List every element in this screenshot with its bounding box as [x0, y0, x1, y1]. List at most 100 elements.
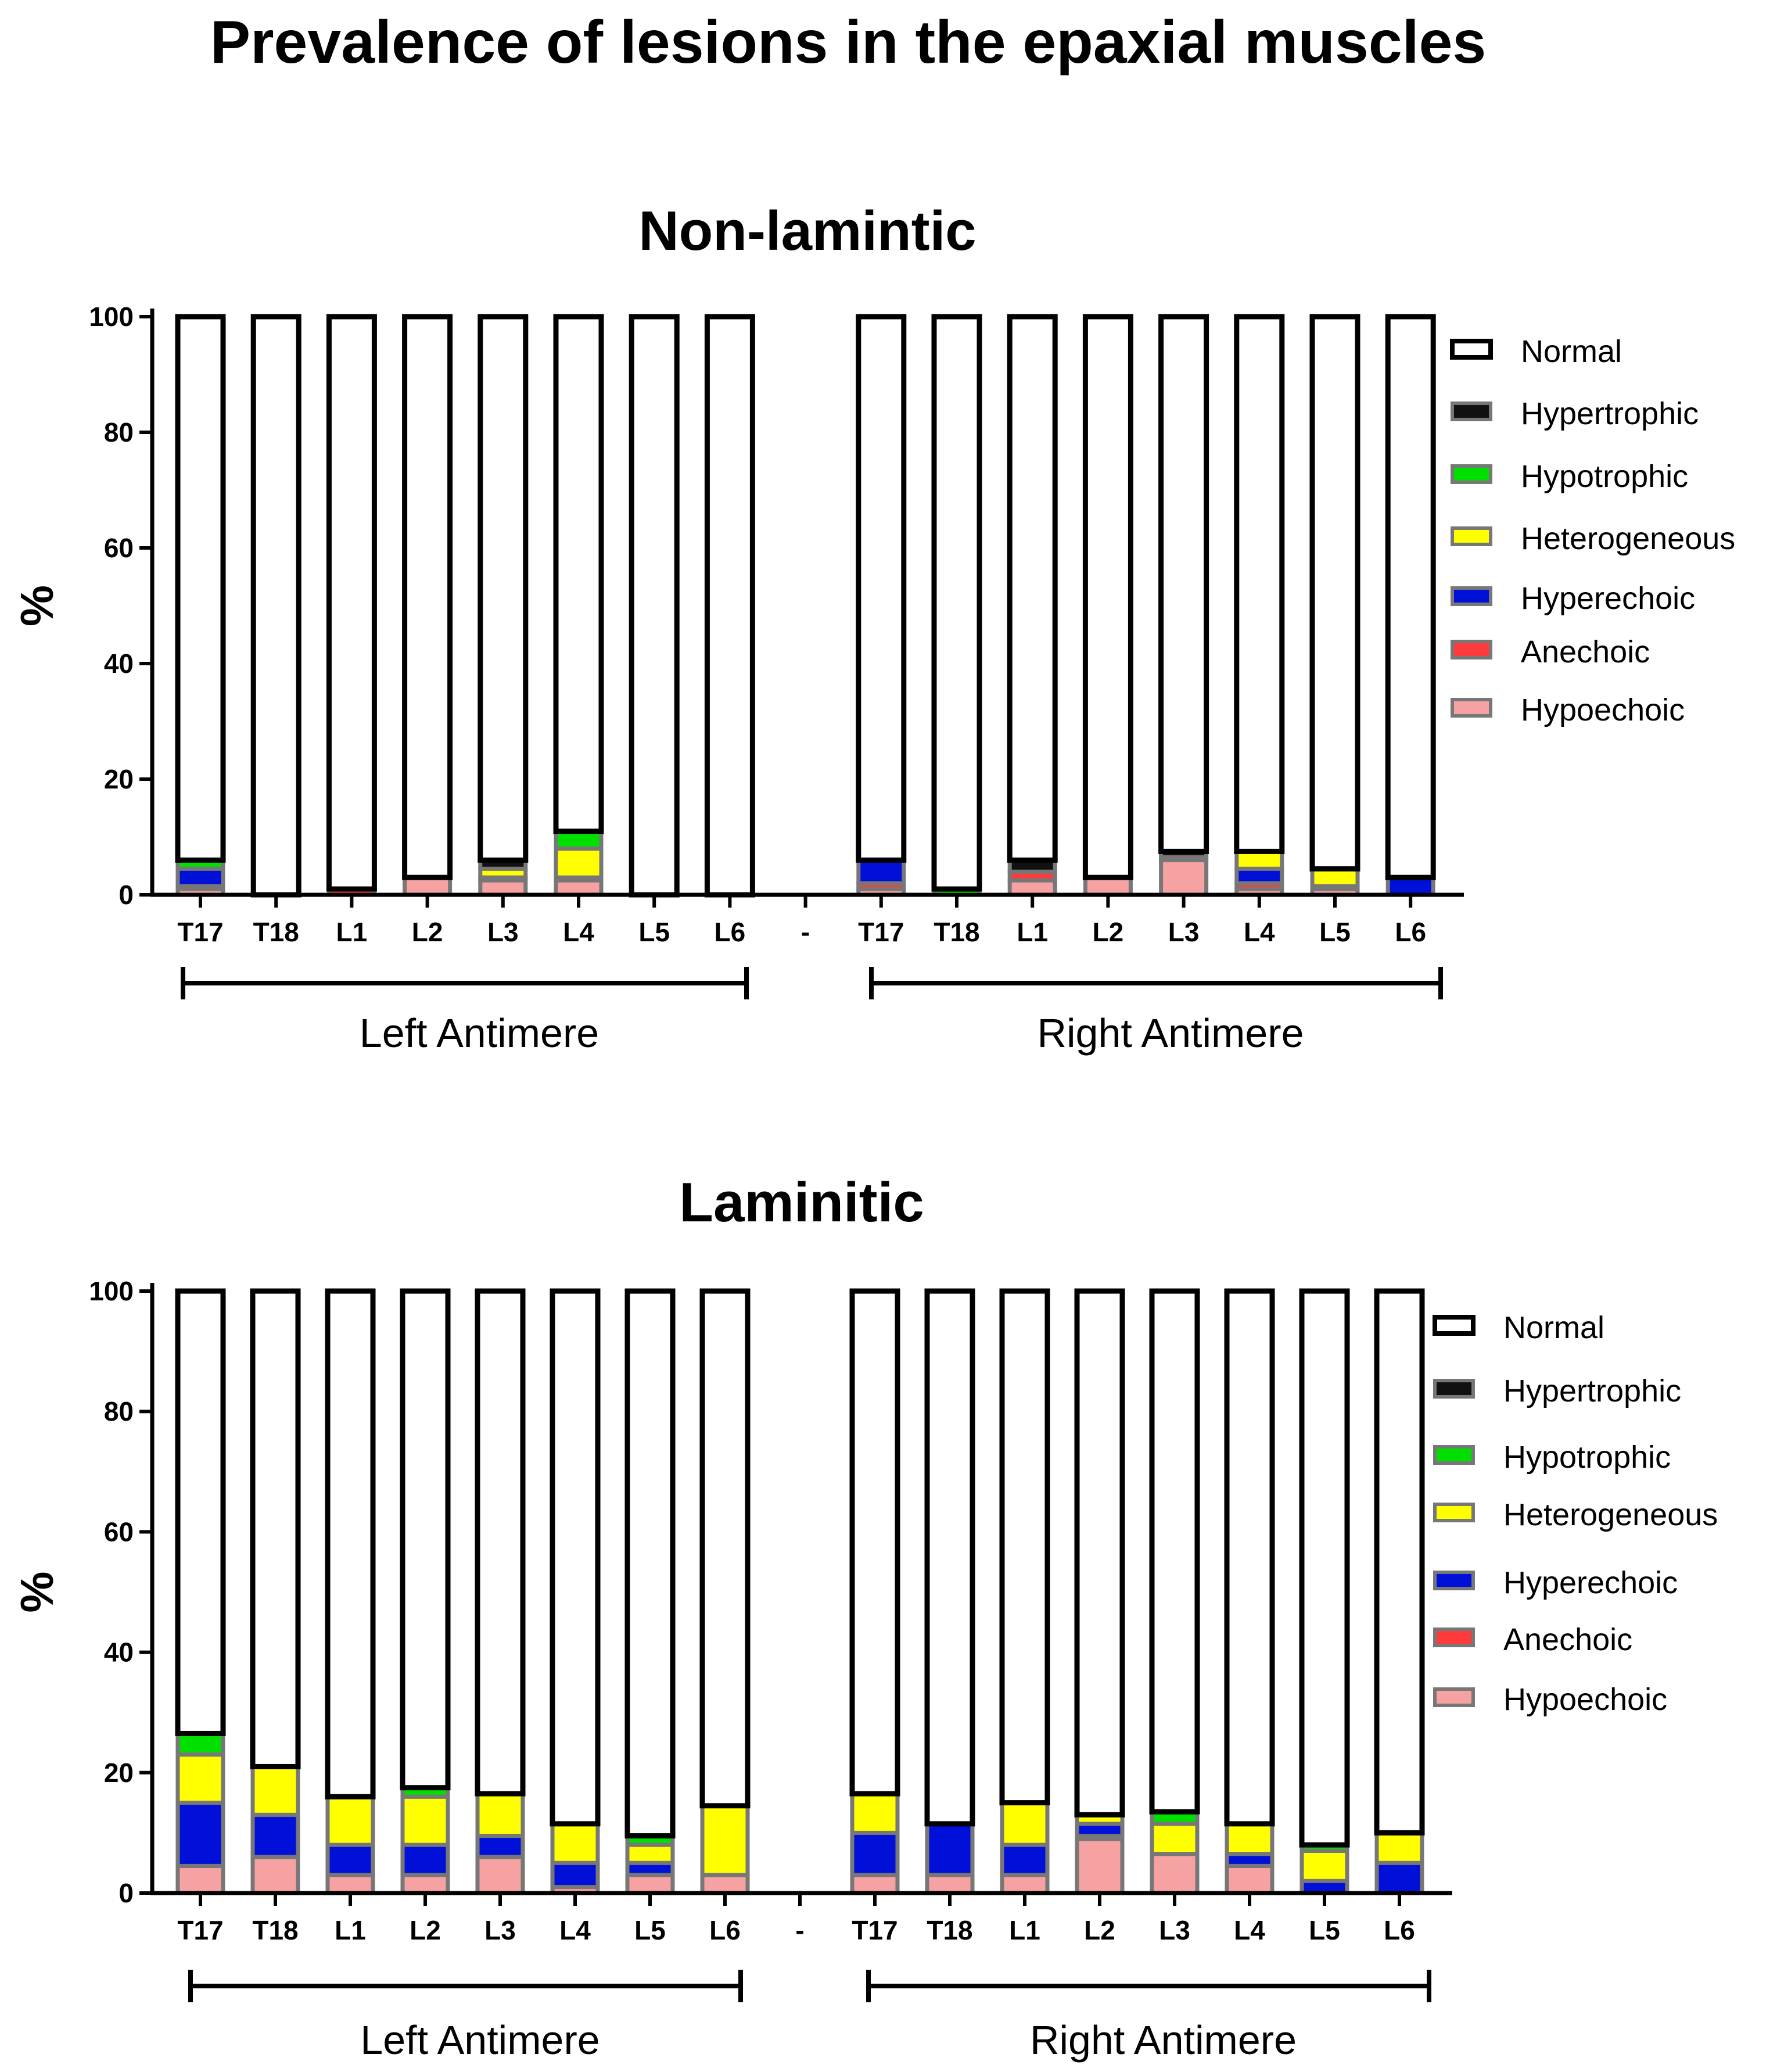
bar-segment-normal-l1 — [325, 1288, 376, 1799]
bar-segment-heterogeneous-l4 — [554, 846, 604, 880]
x-tick-label: L6 — [1384, 1915, 1415, 1945]
x-tick-label: L3 — [484, 1915, 516, 1945]
x-tick-label: L4 — [559, 1915, 591, 1945]
bar-segment-normal-t17 — [856, 314, 907, 863]
legend-label-heterogeneous: Heterogeneous — [1521, 521, 1735, 556]
legend-label-hyperechoic: Hyperechoic — [1503, 1565, 1678, 1600]
legend-swatch-heterogeneous — [1451, 526, 1492, 546]
bar-segment-heterogeneous-l4 — [1225, 1822, 1275, 1856]
bar-segment-hyperechoic-l3 — [475, 1834, 525, 1859]
bar-segment-hypoechoic-t17 — [175, 1863, 225, 1895]
bar-segment-heterogeneous-l1 — [325, 1794, 375, 1847]
bar-segment-hypoechoic-l3 — [1159, 858, 1209, 897]
bar-segment-heterogeneous-l5 — [1299, 1848, 1349, 1883]
bar-segment-heterogeneous-t17 — [850, 1791, 900, 1835]
bar-segment-normal-l4 — [553, 314, 604, 834]
bar-segment-normal-l5 — [629, 314, 680, 898]
legend-swatch-hypertrophic — [1433, 1379, 1475, 1399]
bar-segment-hypoechoic-t17 — [850, 1873, 900, 1895]
y-tick-label: 60 — [104, 1517, 134, 1547]
legend-swatch-hypotrophic — [1451, 464, 1492, 484]
bar-segment-hyperechoic-t18 — [925, 1822, 975, 1877]
panel-non-laminitic: Non-lamintic% 0 20 40 60 80 100 T17 T18 L1 L2 L3 L4 L… — [11, 200, 1735, 1056]
bar-segment-hyperechoic-t17 — [175, 1801, 225, 1868]
y-tick-label: 100 — [89, 1276, 134, 1306]
legend-label-anechoic: Anechoic — [1521, 634, 1650, 669]
x-tick-label: L6 — [715, 917, 746, 947]
bar-segment-normal-l2 — [400, 1288, 451, 1791]
bar-segment-normal-l6 — [704, 314, 755, 898]
x-tick-label: L1 — [335, 1915, 366, 1945]
y-tick-label: 100 — [89, 302, 134, 332]
bar-segment-normal-l2 — [1082, 314, 1133, 880]
group-label-right: Right Antimere — [1030, 2017, 1297, 2063]
x-tick-label: L1 — [336, 917, 368, 947]
x-tick-label: L5 — [1319, 917, 1351, 947]
x-tick-label: L5 — [638, 917, 670, 947]
bar-segment-normal-l6 — [699, 1288, 751, 1809]
bar-segment-normal-l5 — [1309, 314, 1360, 872]
bar-segment-normal-l6 — [1374, 1288, 1425, 1836]
x-tick-label: L2 — [410, 1915, 441, 1945]
bar-segment-heterogeneous-l3 — [1150, 1822, 1200, 1856]
x-tick-label: L1 — [1017, 917, 1048, 947]
bar-segment-hypoechoic-t18 — [250, 1855, 300, 1895]
bar-segment-normal-l1 — [326, 314, 377, 892]
x-tick-label: L3 — [1168, 917, 1200, 947]
bar-segment-hyperechoic-l4 — [550, 1861, 600, 1890]
legend-label-hypotrophic: Hypotrophic — [1503, 1440, 1671, 1475]
bar-segment-hyperechoic-l6 — [1374, 1861, 1424, 1895]
legend-label-anechoic: Anechoic — [1503, 1622, 1632, 1657]
y-axis-label: % — [11, 1571, 63, 1612]
group-label-right: Right Antimere — [1037, 1010, 1304, 1056]
legend-swatch-hypotrophic — [1433, 1445, 1475, 1465]
bar-segment-hypoechoic-l1 — [1000, 1873, 1050, 1895]
bar-segment-normal-l4 — [1224, 1288, 1275, 1827]
bar-segment-heterogeneous-l4 — [550, 1822, 600, 1865]
bar-segment-hypoechoic-l3 — [475, 1855, 525, 1895]
bar-segment-normal-t18 — [250, 314, 301, 898]
bar-segment-hyperechoic-t17 — [856, 858, 906, 886]
legend-label-normal: Normal — [1521, 334, 1622, 369]
bar-segment-hyperechoic-l1 — [1000, 1842, 1050, 1877]
bar-segment-normal-l3 — [478, 314, 529, 863]
x-tick-label: L2 — [412, 917, 443, 947]
x-tick-label: - — [795, 1915, 804, 1945]
x-tick-label: T18 — [927, 1915, 972, 1945]
legend-swatch-anechoic — [1451, 640, 1492, 659]
legend-swatch-hypertrophic — [1451, 402, 1492, 421]
bar-segment-normal-l1 — [1007, 314, 1058, 863]
x-tick-label: L4 — [1234, 1915, 1265, 1945]
bar-segment-heterogeneous-l3 — [475, 1791, 525, 1838]
bar-segment-hypoechoic-l4 — [554, 878, 604, 897]
y-tick-label: 60 — [104, 533, 134, 563]
bar-segment-hypoechoic-l1 — [325, 1873, 375, 1895]
bar-segment-heterogeneous-l6 — [1374, 1830, 1424, 1865]
bar-segment-normal-l3 — [1149, 1288, 1200, 1815]
bar-segment-hypoechoic-l2 — [400, 1873, 450, 1895]
bar-segment-hypoechoic-t18 — [925, 1873, 975, 1895]
panel-title: Laminitic — [679, 1171, 924, 1234]
x-tick-label: L1 — [1009, 1915, 1040, 1945]
x-tick-label: L3 — [1159, 1915, 1190, 1945]
panel-title: Non-lamintic — [638, 200, 976, 262]
bar-segment-hypotrophic-t17 — [175, 1731, 225, 1757]
x-tick-label: T17 — [177, 917, 223, 947]
bar-segment-normal-l2 — [1074, 1288, 1125, 1818]
bar-segment-hyperechoic-t17 — [175, 866, 225, 888]
bar-segment-normal-l4 — [550, 1288, 601, 1827]
bar-segment-heterogeneous-l2 — [400, 1794, 450, 1847]
x-tick-label: L4 — [563, 917, 594, 947]
bar-segment-hypoechoic-l3 — [1150, 1852, 1200, 1895]
legend-label-hypoechoic: Hypoechoic — [1503, 1682, 1667, 1717]
legend-label-heterogeneous: Heterogeneous — [1503, 1497, 1718, 1532]
x-tick-label: T17 — [858, 917, 904, 947]
x-tick-label: L5 — [1309, 1915, 1340, 1945]
bar-segment-normal-l5 — [624, 1288, 676, 1839]
y-tick-label: 40 — [104, 1637, 134, 1668]
bar-segment-heterogeneous-t17 — [175, 1752, 225, 1805]
bar-segment-normal-l2 — [402, 314, 453, 880]
x-tick-label: T18 — [934, 917, 979, 947]
bar-segment-heterogeneous-l1 — [1000, 1801, 1050, 1847]
legend-label-hyperechoic: Hyperechoic — [1521, 581, 1695, 616]
